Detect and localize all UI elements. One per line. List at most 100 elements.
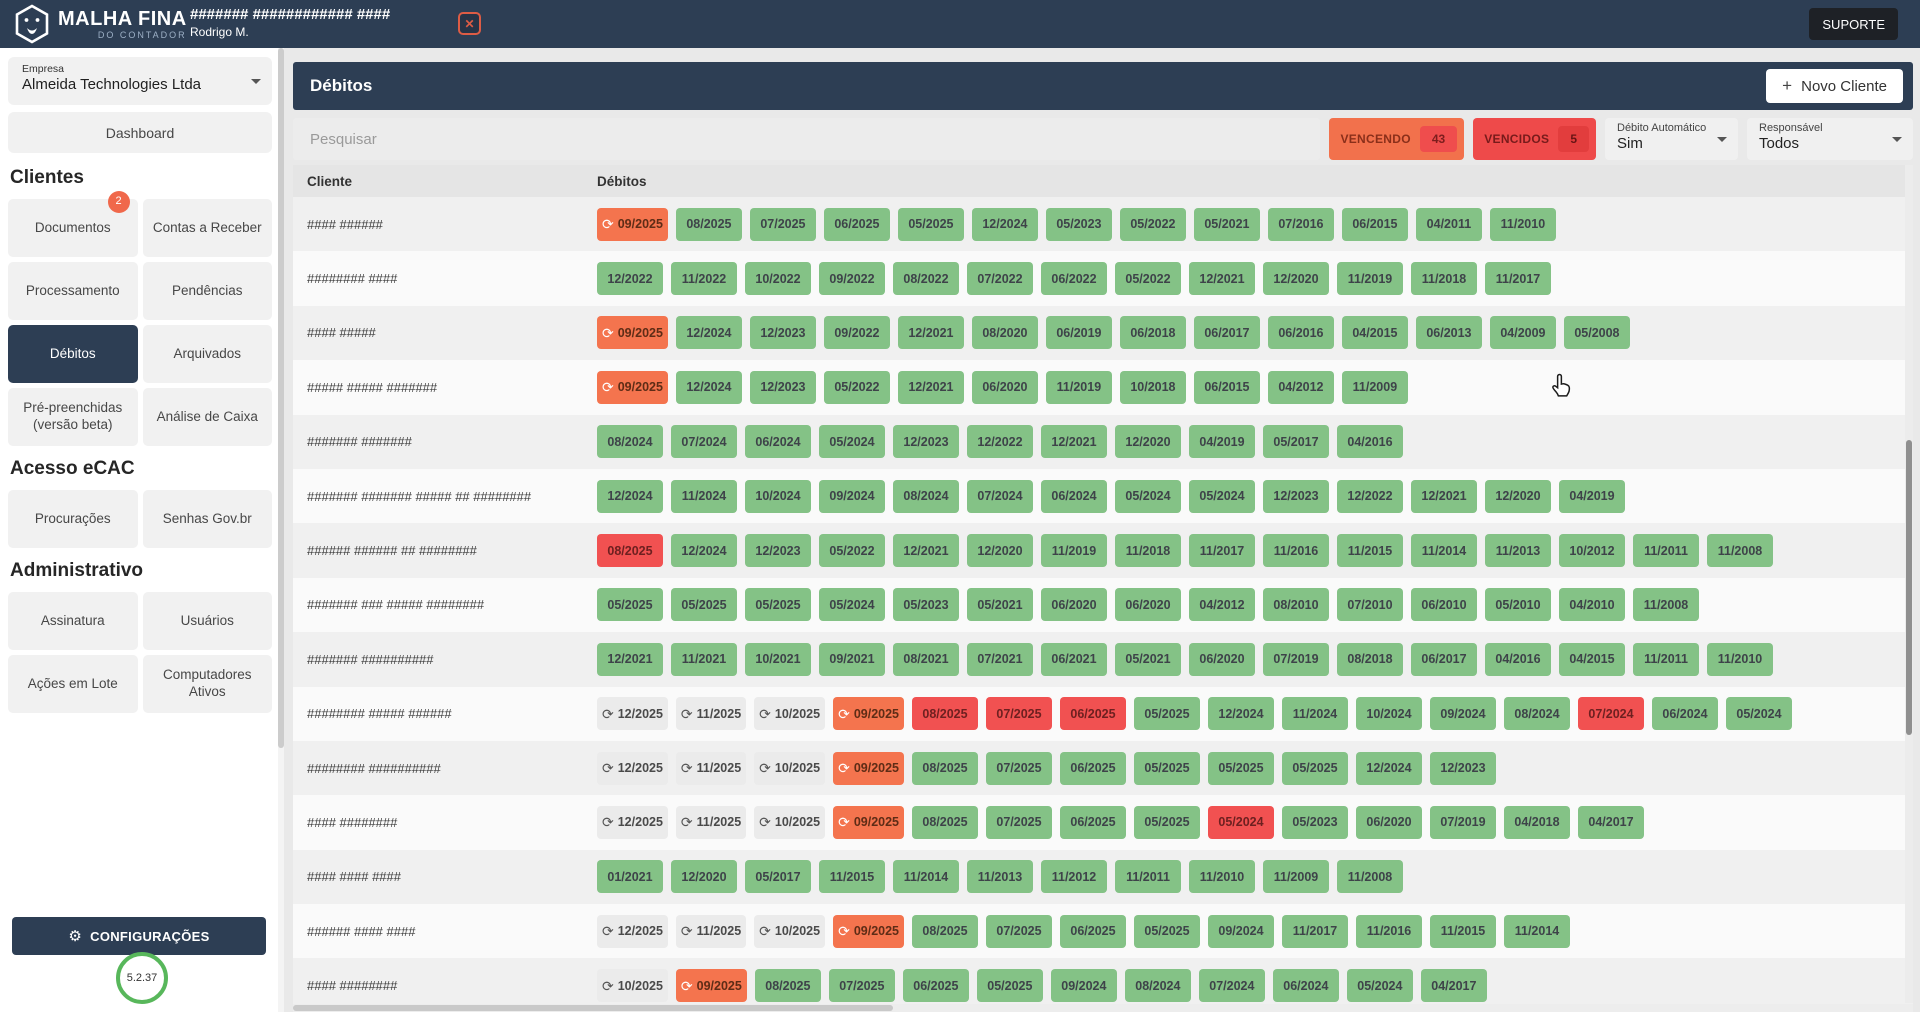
- debito-badge[interactable]: 12/2024: [1356, 751, 1422, 785]
- debito-badge[interactable]: 05/2025: [1282, 751, 1348, 785]
- debito-badge[interactable]: 09/2024: [819, 479, 885, 513]
- debito-badge[interactable]: 12/2024: [597, 479, 663, 513]
- debito-badge[interactable]: 01/2021: [597, 860, 663, 894]
- sidebar-item-analise-de-caixa[interactable]: Análise de Caixa: [142, 388, 272, 446]
- company-select[interactable]: Empresa Almeida Technologies Ltda: [8, 57, 272, 105]
- debito-badge[interactable]: 11/2024: [1282, 697, 1348, 731]
- debito-badge[interactable]: ⟳ 10/2025: [754, 805, 826, 839]
- debito-badge[interactable]: ⟳ 09/2025: [597, 207, 668, 241]
- debito-badge[interactable]: 11/2009: [1341, 370, 1408, 404]
- debito-badge[interactable]: 12/2023: [745, 534, 811, 568]
- debito-badge[interactable]: 07/2025: [828, 969, 895, 1003]
- debito-badge[interactable]: 05/2017: [745, 860, 811, 894]
- debito-badge[interactable]: 10/2021: [745, 642, 811, 676]
- debito-badge[interactable]: 10/2024: [1356, 697, 1422, 731]
- debito-badge[interactable]: 08/2024: [597, 425, 663, 459]
- debito-badge[interactable]: 12/2021: [1411, 479, 1477, 513]
- debito-badge[interactable]: 07/2022: [967, 262, 1033, 296]
- sidebar-item-computadores-ativos[interactable]: Computadores Ativos: [142, 655, 272, 713]
- debito-badge[interactable]: 05/2025: [1134, 805, 1200, 839]
- debito-badge[interactable]: 11/2010: [1707, 642, 1773, 676]
- debito-badge[interactable]: 04/2019: [1189, 425, 1255, 459]
- debito-badge[interactable]: 11/2022: [671, 262, 737, 296]
- debito-badge[interactable]: 06/2025: [902, 969, 969, 1003]
- sidebar-item-documentos[interactable]: Documentos 2: [8, 191, 138, 257]
- debito-badge[interactable]: 08/2025: [754, 969, 821, 1003]
- debito-badge[interactable]: ⟳ 09/2025: [833, 697, 904, 731]
- table-row[interactable]: #### ######## ⟳ 12/2025 ⟳ 11/2025 ⟳ 10/2025 ⟳ 09…: [293, 795, 1913, 849]
- debito-badge[interactable]: 05/2025: [1134, 697, 1200, 731]
- table-row[interactable]: ####### ####### ##### ## ######## 12/2024…: [293, 469, 1913, 523]
- debito-badge[interactable]: ⟳ 09/2025: [597, 316, 668, 350]
- debito-badge[interactable]: 10/2012: [1559, 534, 1625, 568]
- debito-badge[interactable]: 05/2008: [1563, 316, 1630, 350]
- debito-badge[interactable]: 12/2020: [1115, 425, 1181, 459]
- debito-badge[interactable]: 04/2019: [1559, 479, 1625, 513]
- debito-badge[interactable]: 11/2019: [1045, 370, 1112, 404]
- close-icon[interactable]: ✕: [458, 12, 481, 35]
- debito-badge[interactable]: 07/2024: [1578, 697, 1644, 731]
- table-row[interactable]: #### ######## ⟳ 10/2025 ⟳ 09/2025 08/2025 07/2…: [293, 958, 1913, 1012]
- table-row[interactable]: ######## #### 12/2022 11/2022 10/2022 09/202…: [293, 251, 1913, 305]
- debito-badge[interactable]: 06/2025: [823, 207, 890, 241]
- debito-badge[interactable]: 07/2024: [967, 479, 1033, 513]
- debito-badge[interactable]: 12/2020: [1485, 479, 1551, 513]
- debito-badge[interactable]: 05/2021: [967, 588, 1033, 622]
- debito-badge[interactable]: 08/2025: [912, 697, 978, 731]
- debito-badge[interactable]: 06/2017: [1411, 642, 1477, 676]
- table-row[interactable]: ####### ########## 12/2021 11/2021 10/2021 0…: [293, 632, 1913, 687]
- debito-badge[interactable]: ⟳ 12/2025: [597, 805, 668, 839]
- debito-badge[interactable]: 05/2022: [823, 370, 890, 404]
- debito-badge[interactable]: 11/2008: [1633, 588, 1699, 622]
- debito-badge[interactable]: 07/2025: [986, 805, 1052, 839]
- debito-badge[interactable]: 07/2010: [1337, 588, 1403, 622]
- debito-badge[interactable]: 12/2024: [675, 316, 742, 350]
- new-client-button[interactable]: + Novo Cliente: [1766, 69, 1903, 103]
- debito-badge[interactable]: 11/2014: [893, 860, 959, 894]
- debito-badge[interactable]: 12/2022: [597, 262, 663, 296]
- debito-badge[interactable]: 04/2011: [1415, 207, 1482, 241]
- debito-badge[interactable]: 12/2022: [1337, 479, 1403, 513]
- table-row[interactable]: ####### ### ##### ######## 05/2025 05/2025…: [293, 578, 1913, 632]
- debito-badge[interactable]: 05/2025: [976, 969, 1043, 1003]
- debito-badge[interactable]: 04/2010: [1559, 588, 1625, 622]
- debito-badge[interactable]: 11/2013: [1485, 534, 1551, 568]
- debito-badge[interactable]: 09/2022: [819, 262, 885, 296]
- sidebar-item-debitos[interactable]: Débitos: [8, 325, 138, 383]
- debito-badge[interactable]: 04/2015: [1559, 642, 1625, 676]
- debito-badge[interactable]: 05/2023: [1282, 805, 1348, 839]
- debito-badge[interactable]: 05/2025: [1134, 751, 1200, 785]
- debito-badge[interactable]: 11/2008: [1337, 860, 1403, 894]
- vertical-scrollbar-thumb[interactable]: [1906, 440, 1912, 735]
- debito-badge[interactable]: 09/2022: [823, 316, 890, 350]
- sidebar-item-acoes-em-lote[interactable]: Ações em Lote: [8, 655, 138, 713]
- debito-badge[interactable]: 08/2025: [912, 751, 978, 785]
- debito-badge[interactable]: 11/2015: [1337, 534, 1403, 568]
- debito-badge[interactable]: 07/2025: [986, 914, 1052, 948]
- debito-badge[interactable]: 05/2024: [819, 425, 885, 459]
- debito-badge[interactable]: 08/2010: [1263, 588, 1329, 622]
- debito-badge[interactable]: 06/2010: [1411, 588, 1477, 622]
- debito-badge[interactable]: 08/2025: [675, 207, 742, 241]
- debito-badge[interactable]: 06/2021: [1041, 642, 1107, 676]
- debito-badge[interactable]: 07/2019: [1263, 642, 1329, 676]
- horizontal-scrollbar-thumb[interactable]: [293, 1005, 893, 1011]
- debito-badge[interactable]: 04/2016: [1485, 642, 1551, 676]
- debito-badge[interactable]: 11/2019: [1337, 262, 1403, 296]
- debito-badge[interactable]: 05/2025: [671, 588, 737, 622]
- debito-badge[interactable]: 06/2016: [1267, 316, 1334, 350]
- debito-badge[interactable]: 11/2018: [1411, 262, 1477, 296]
- debito-badge[interactable]: 04/2018: [1504, 805, 1570, 839]
- debito-badge[interactable]: 05/2010: [1485, 588, 1551, 622]
- debito-badge[interactable]: 12/2024: [1208, 697, 1274, 731]
- debito-badge[interactable]: 06/2019: [1045, 316, 1112, 350]
- table-row[interactable]: ###### ###### ## ######## 08/2025 12/2024 1…: [293, 523, 1913, 578]
- debito-badge[interactable]: 05/2025: [1208, 751, 1274, 785]
- debito-badge[interactable]: 08/2025: [912, 805, 978, 839]
- debito-badge[interactable]: ⟳ 10/2025: [754, 914, 826, 948]
- debito-badge[interactable]: 07/2019: [1430, 805, 1496, 839]
- debito-badge[interactable]: 11/2009: [1263, 860, 1329, 894]
- debito-badge[interactable]: 04/2009: [1489, 316, 1556, 350]
- debito-badge[interactable]: 11/2010: [1489, 207, 1556, 241]
- debito-badge[interactable]: 06/2024: [1652, 697, 1718, 731]
